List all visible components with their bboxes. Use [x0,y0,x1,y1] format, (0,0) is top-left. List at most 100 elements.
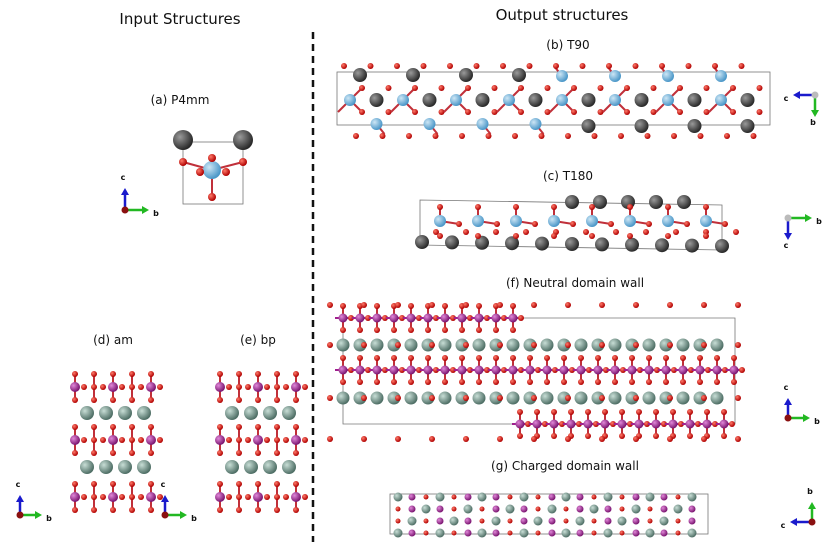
atom [505,504,515,514]
atom [578,379,584,385]
atom [619,506,625,512]
atom [685,238,699,253]
atom [225,406,239,420]
atom [610,421,616,427]
atom [576,505,584,513]
atom [493,355,499,361]
atom [438,85,445,91]
atom [574,338,588,352]
atom [217,424,223,430]
atom [129,450,135,456]
atom [512,133,518,139]
atom [438,391,452,405]
atom [477,492,487,502]
atom [563,518,569,524]
atom [701,436,707,442]
atom [283,437,289,443]
atom [208,193,216,201]
atom [503,94,515,106]
atom [129,424,135,430]
atom [385,109,392,115]
atom [600,419,610,429]
atom [591,133,598,139]
atom [129,507,135,513]
atom [535,530,541,536]
atom [91,384,97,390]
atom [406,133,412,139]
atom [595,355,601,361]
atom [497,436,503,442]
atom [553,63,559,69]
axis-arrowhead [790,518,797,526]
atom [408,303,414,309]
input-title: Input Structures [119,10,240,28]
atom [436,517,444,525]
atom [157,437,163,443]
atom [397,94,409,106]
atom [750,133,757,139]
atom [148,507,154,513]
atom [327,342,333,348]
atom [702,419,712,429]
atom [464,529,472,537]
atom [138,494,144,500]
atom [581,119,596,133]
atom [302,494,308,500]
atom [435,492,445,502]
atom [393,528,403,538]
atom [565,436,571,442]
atom [239,158,247,166]
atom [110,507,116,513]
atom [653,409,659,415]
atom [91,507,97,513]
axis-arrowhead [793,91,800,99]
atom [341,63,347,69]
atom [595,237,609,252]
atom [264,384,270,390]
atom [625,338,639,352]
atom [340,355,346,361]
atom [687,492,697,502]
atom [357,355,363,361]
atom [408,505,416,513]
atom [408,529,416,537]
atom [148,450,154,456]
atom [359,85,365,91]
atom [236,371,242,377]
atom [491,516,501,526]
atom [645,492,655,502]
atom [627,421,633,427]
atom [591,338,605,352]
atom [395,436,401,442]
atom [659,338,673,352]
atom [570,221,576,227]
atom [463,395,469,401]
atom [633,342,639,348]
atom [687,528,697,538]
axis-origin [121,206,129,214]
panel-label: (d) am [93,333,133,347]
axis-arrowhead [784,398,792,405]
atom [493,229,499,235]
atom [438,338,452,352]
atom [642,338,656,352]
atom [302,437,308,443]
atom [697,355,703,361]
atom [348,315,354,321]
atom [423,518,429,524]
atom [274,371,280,377]
atom [215,382,225,392]
axis-origin [784,214,792,222]
atom [722,221,728,227]
atom [703,85,710,91]
atom [440,365,450,375]
atom [703,109,710,115]
axis-arrowhead [16,495,24,502]
atom [719,419,729,429]
atom [677,195,691,209]
atom [634,93,649,107]
atom [629,379,635,385]
atom [531,302,537,308]
atom [293,397,299,403]
atom [459,68,473,82]
